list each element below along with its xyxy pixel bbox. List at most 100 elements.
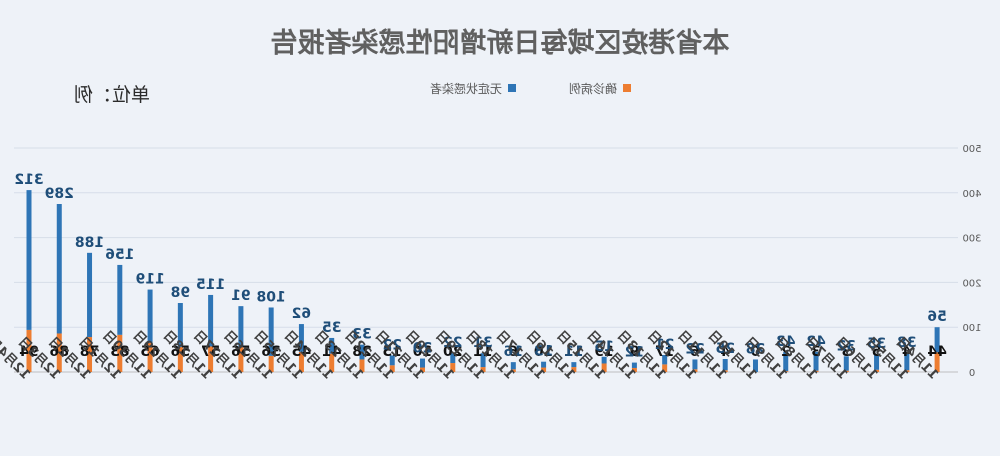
bar-asymptomatic xyxy=(147,289,153,343)
bar-confirmed xyxy=(601,363,607,372)
data-label-confirmed: 11 xyxy=(473,344,492,360)
bar-confirmed xyxy=(147,342,153,372)
bar-confirmed xyxy=(722,370,728,372)
data-label-asymptomatic: 12 xyxy=(625,345,644,361)
data-label-confirmed: 28 xyxy=(352,344,371,360)
data-label-confirmed: 19 xyxy=(594,344,613,360)
data-label-confirmed: 15 xyxy=(382,344,401,360)
data-label-asymptomatic: 11 xyxy=(564,344,583,360)
bar-asymptomatic xyxy=(480,353,486,368)
bar-asymptomatic xyxy=(722,359,728,371)
data-label-asymptomatic: 188 xyxy=(75,235,104,251)
data-label-asymptomatic: 119 xyxy=(135,272,164,288)
data-label-asymptomatic: 22 xyxy=(382,337,401,353)
data-label-confirmed: 44 xyxy=(927,344,947,360)
bar-confirmed xyxy=(238,346,244,372)
bar-asymptomatic xyxy=(510,362,516,370)
data-label-confirmed: 17 xyxy=(655,344,674,360)
bar-asymptomatic xyxy=(208,294,214,347)
bar-confirmed xyxy=(874,369,880,372)
bar-asymptomatic xyxy=(26,190,32,330)
chart-title: 本省港疫区域每日新增阳性感染者报告 xyxy=(271,27,730,59)
unit-label: 单位：例 xyxy=(74,84,150,106)
data-label-asymptomatic: 25 xyxy=(715,341,734,357)
bar-asymptomatic xyxy=(420,358,426,368)
data-label-confirmed: 56 xyxy=(171,344,190,360)
data-label-confirmed: 0 xyxy=(750,344,760,360)
legend-swatch-asymptomatic xyxy=(508,84,516,92)
legend-label-confirmed: 确诊病例 xyxy=(569,81,617,96)
bar-asymptomatic xyxy=(359,344,365,360)
bar-confirmed xyxy=(934,352,940,372)
data-label-confirmed: 20 xyxy=(443,344,463,360)
data-label-confirmed: 78 xyxy=(80,344,99,360)
bar-confirmed xyxy=(359,359,365,372)
bar-confirmed xyxy=(56,333,62,372)
bar-asymptomatic xyxy=(601,356,607,364)
data-label-asymptomatic: 62 xyxy=(292,306,311,322)
bar-asymptomatic xyxy=(450,353,456,364)
bar-asymptomatic xyxy=(541,361,547,368)
data-label-confirmed: 41 xyxy=(322,344,341,360)
data-label-confirmed: 10 xyxy=(534,344,554,360)
bar-asymptomatic xyxy=(692,359,698,370)
bar-confirmed xyxy=(450,363,456,372)
bar-confirmed xyxy=(26,329,32,372)
bar-asymptomatic xyxy=(813,351,819,371)
legend-swatch-confirmed xyxy=(623,84,631,92)
data-label-confirmed: 11 xyxy=(564,344,583,360)
bar-asymptomatic xyxy=(238,306,244,347)
data-label-confirmed: 3 xyxy=(811,344,821,360)
bar-asymptomatic xyxy=(874,354,880,370)
bar-confirmed xyxy=(298,351,304,372)
bar-asymptomatic xyxy=(934,327,940,353)
bar-asymptomatic xyxy=(177,303,183,347)
bar-confirmed xyxy=(662,364,668,372)
data-label-asymptomatic: 289 xyxy=(45,186,74,202)
y-tick-label: 200 xyxy=(962,278,981,289)
y-tick-label: 300 xyxy=(962,234,981,245)
bar-asymptomatic xyxy=(87,252,93,338)
data-label-asymptomatic: 43 xyxy=(776,334,795,350)
bar-asymptomatic xyxy=(571,362,577,368)
bar-confirmed xyxy=(329,353,335,372)
bar-asymptomatic xyxy=(329,337,335,354)
bar-confirmed xyxy=(208,346,214,372)
bar-confirmed xyxy=(541,367,547,372)
bar-confirmed xyxy=(177,346,183,372)
data-label-confirmed: 45 xyxy=(292,344,311,360)
data-label-asymptomatic: 22 xyxy=(443,335,462,351)
bar-asymptomatic xyxy=(117,264,123,335)
bar-confirmed xyxy=(631,367,637,372)
data-label-asymptomatic: 21 xyxy=(655,337,674,353)
bar-asymptomatic xyxy=(268,307,274,356)
data-label-asymptomatic: 31 xyxy=(473,335,492,351)
data-label-confirmed: 83 xyxy=(110,344,129,360)
bar-asymptomatic xyxy=(752,359,758,372)
bar-confirmed xyxy=(87,337,93,372)
data-label-asymptomatic: 42 xyxy=(806,334,825,350)
data-label-confirmed: 10 xyxy=(413,344,433,360)
data-label-confirmed: 6 xyxy=(508,344,518,360)
data-label-confirmed: 5 xyxy=(872,344,882,360)
data-label-confirmed: 65 xyxy=(140,344,159,360)
bar-confirmed xyxy=(904,370,910,372)
bar-confirmed xyxy=(510,369,516,372)
bars xyxy=(26,190,940,372)
bar-asymptomatic xyxy=(631,362,637,368)
bar-asymptomatic xyxy=(783,351,789,372)
bar-confirmed xyxy=(480,367,486,372)
y-tick-label: 500 xyxy=(962,144,981,155)
data-label-asymptomatic: 33 xyxy=(352,327,371,343)
data-label-asymptomatic: 20 xyxy=(413,341,433,357)
data-label-asymptomatic: 35 xyxy=(867,336,886,352)
y-axis-ticks: 0 100 200 300 400 500 xyxy=(962,144,981,379)
data-label-confirmed: 94 xyxy=(19,344,39,360)
data-label-confirmed: 9 xyxy=(630,344,640,360)
bar-confirmed xyxy=(783,371,789,372)
data-label-asymptomatic: 115 xyxy=(196,277,225,293)
data-label-asymptomatic: 312 xyxy=(14,172,43,188)
gridlines xyxy=(14,147,958,373)
